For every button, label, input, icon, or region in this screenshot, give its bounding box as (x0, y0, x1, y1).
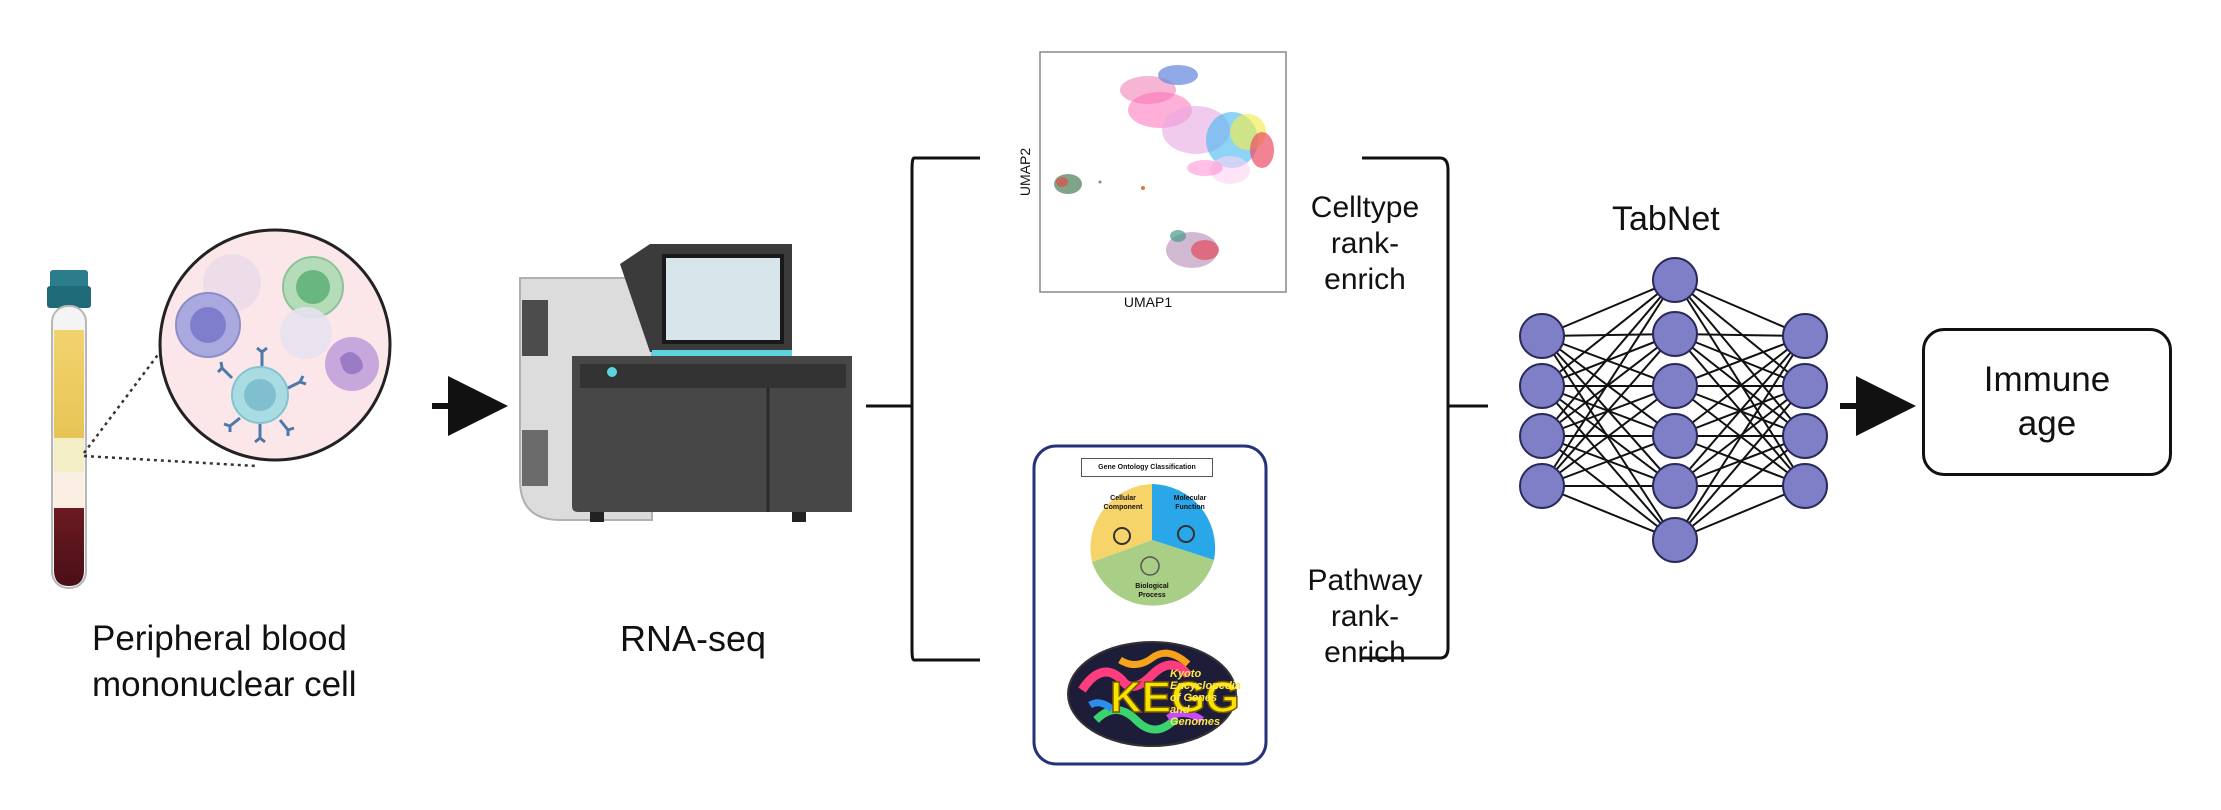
tabnet-edge (1541, 435, 1676, 487)
tabnet-node (1652, 413, 1698, 459)
pathway-label-line1: Pathway (1307, 564, 1423, 597)
tabnet-node (1652, 363, 1698, 409)
blood-tube-icon (47, 270, 91, 589)
tabnet-edge (1674, 279, 1806, 337)
tabnet-edge (1674, 279, 1806, 437)
go-mf-label: Molecular Function (1173, 495, 1207, 511)
tabnet-node (1519, 313, 1565, 359)
tabnet-edge (1541, 279, 1676, 387)
tabnet-label: TabNet (1612, 200, 1720, 238)
tabnet-edge (1674, 279, 1806, 487)
kegg-subtitle: Kyoto Encyclopedia of Genes and Genomes (1170, 668, 1241, 728)
tabnet-node (1782, 363, 1828, 409)
tabnet-edge (1541, 385, 1676, 487)
sequencer-icon (519, 244, 852, 522)
output-line1: Immune (1983, 360, 2111, 399)
tabnet-node (1652, 517, 1698, 563)
tabnet-edge (1541, 279, 1676, 437)
pbmc-label-line1: Peripheral blood (92, 619, 347, 658)
output-line2: age (2017, 404, 2077, 443)
go-title: Gene Ontology Classification (1081, 458, 1213, 477)
go-bp-label: Biological Process (1135, 583, 1169, 599)
tabnet-node (1652, 257, 1698, 303)
rnaseq-label: RNA-seq (620, 618, 767, 659)
celltype-label: Celltype rank-enrich (1290, 190, 1440, 298)
tabnet-edge (1674, 385, 1806, 541)
pathway-label-line2: rank-enrich (1324, 600, 1406, 669)
tabnet-edge (1541, 335, 1676, 541)
umap-x-label: UMAP1 (1124, 294, 1172, 310)
tabnet-edge (1674, 435, 1806, 541)
pbmc-cells-icon (158, 228, 392, 462)
tabnet-edge (1674, 485, 1806, 541)
tabnet-edge (1541, 333, 1676, 487)
immune-age-output: Immune age (1922, 328, 2172, 476)
tabnet-node (1519, 363, 1565, 409)
tabnet-edge (1541, 279, 1676, 487)
tabnet-edge (1541, 279, 1676, 337)
celltype-label-line2: rank-enrich (1324, 227, 1406, 296)
tabnet-node (1782, 463, 1828, 509)
right-bracket (1362, 156, 1450, 660)
left-bracket (910, 156, 980, 662)
go-pie-icon (1090, 484, 1216, 606)
tabnet-node (1519, 413, 1565, 459)
tabnet-node (1652, 463, 1698, 509)
tabnet-edge (1674, 335, 1806, 487)
tabnet-edge (1541, 485, 1676, 541)
tabnet-edge (1674, 385, 1806, 487)
tabnet-edge (1541, 333, 1676, 387)
tabnet-edge (1674, 335, 1806, 387)
umap-y-label: UMAP2 (1017, 148, 1033, 196)
tabnet-node (1782, 413, 1828, 459)
tabnet-nodes (1519, 257, 1828, 563)
tabnet-edge (1541, 333, 1676, 437)
pbmc-label-line2: mononuclear cell (92, 665, 357, 704)
tabnet-edge (1674, 335, 1806, 541)
tabnet-node (1652, 311, 1698, 357)
umap-plot (1039, 51, 1287, 293)
tabnet-edge (1541, 385, 1676, 541)
tabnet-node (1519, 463, 1565, 509)
go-cc-label: Cellular Component (1103, 495, 1143, 511)
svg-text:KEGG: KEGG (1110, 673, 1240, 722)
celltype-label-line1: Celltype (1310, 191, 1420, 224)
kegg-logo-icon: KEGG (1067, 641, 1240, 747)
pbmc-label: Peripheral blood mononuclear cell (92, 616, 357, 708)
pathway-label: Pathway rank-enrich (1290, 563, 1440, 671)
zoom-lines (83, 351, 257, 468)
tabnet-edge (1674, 335, 1806, 437)
tabnet-node (1782, 313, 1828, 359)
tabnet-edge (1674, 435, 1806, 487)
